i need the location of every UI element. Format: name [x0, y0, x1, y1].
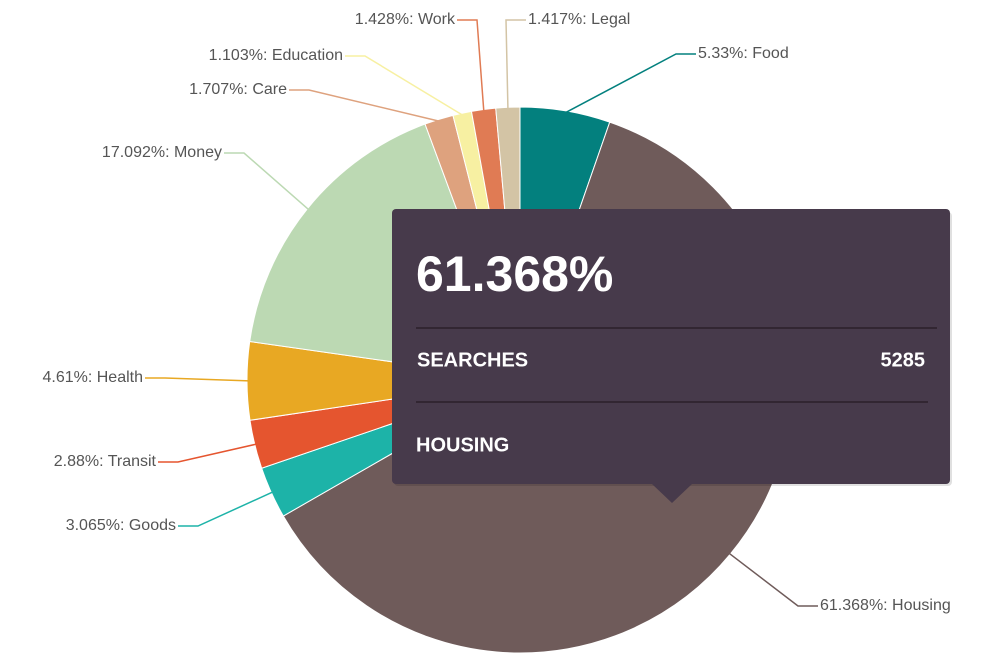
tooltip-pointer: [652, 484, 692, 503]
tooltip-value: 61.368%: [416, 246, 613, 302]
leader-line: [345, 55, 463, 116]
tooltip-box: [392, 209, 950, 484]
leader-line: [289, 89, 440, 122]
tooltip-count: 5285: [881, 349, 926, 371]
leader-line: [158, 443, 257, 463]
leader-line: [505, 19, 526, 110]
leader-line: [224, 152, 310, 211]
leader-line: [564, 53, 696, 114]
leader-line: [457, 19, 485, 112]
slice-label: 1.428%: Work: [355, 11, 456, 28]
slice-label: 1.417%: Legal: [528, 11, 630, 28]
slice-label: 4.61%: Health: [42, 369, 143, 386]
slice-label: 3.065%: Goods: [66, 517, 176, 534]
slice-label: 2.88%: Transit: [54, 453, 157, 470]
labels: 5.33%: Food 61.368%: Housing 3.065%: Goods…: [42, 11, 950, 614]
leader-line: [728, 552, 818, 607]
leader-line: [178, 491, 274, 527]
slice-label: 5.33%: Food: [698, 45, 789, 62]
slice-label: 17.092%: Money: [102, 144, 222, 161]
slice-label: 1.103%: Education: [209, 47, 343, 64]
tooltip: 61.368% SEARCHES 5285 HOUSING: [392, 209, 952, 503]
tooltip-field: SEARCHES: [417, 349, 528, 371]
slice-label: 61.368%: Housing: [820, 597, 951, 614]
slice-label: 1.707%: Care: [189, 81, 287, 98]
leader-line: [145, 377, 250, 382]
tooltip-category: HOUSING: [416, 434, 509, 456]
